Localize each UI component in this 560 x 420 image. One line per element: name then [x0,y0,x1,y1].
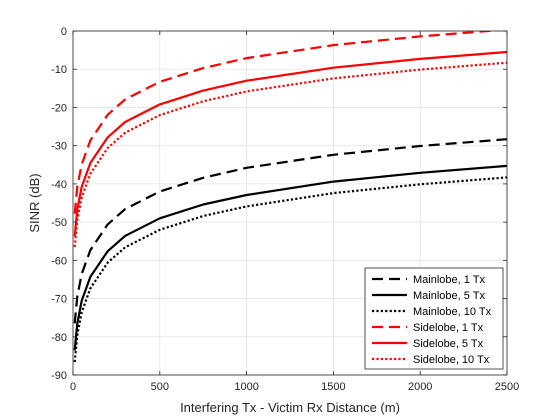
x-tick-label: 2500 [495,381,519,393]
y-tick-label: -40 [51,179,67,191]
y-tick-label: -30 [51,141,67,153]
series-line-mainlobe-1-tx [73,138,507,324]
legend-label: Sidelobe, 10 Tx [413,354,490,366]
series-line-mainlobe-5-tx [73,164,507,351]
legend-label: Mainlobe, 10 Tx [413,306,492,318]
x-axis-label: Interfering Tx - Victim Rx Distance (m) [180,400,400,415]
series-line-sidelobe-1-tx [73,31,503,214]
y-tick-label: -50 [51,217,67,229]
legend-box [364,267,504,370]
x-tick-label: 500 [151,381,169,393]
y-tick-label: -90 [51,370,67,382]
y-tick-label: 0 [61,26,67,38]
series-line-sidelobe-10-tx [73,61,507,248]
y-tick-label: -70 [51,294,67,306]
x-tick-label: 2000 [408,381,432,393]
x-tick-label: 1000 [234,381,258,393]
x-tick-label: 0 [70,381,76,393]
legend-label: Mainlobe, 5 Tx [413,290,485,302]
y-axis-label: SINR (dB) [27,173,42,232]
x-tick-labels: 0 500 1000 1500 2000 2500 [70,381,519,393]
plot-area-border [72,30,508,376]
legend-label: Mainlobe, 1 Tx [413,274,485,286]
x-tick-label: 1500 [321,381,345,393]
legend: Mainlobe, 1 Tx Mainlobe, 5 Tx Mainlobe, 10… [364,267,504,370]
y-tick-label: -60 [51,255,67,267]
legend-label: Sidelobe, 5 Tx [413,338,484,350]
series-line-mainlobe-10-tx [73,176,507,363]
axis-ticks [72,30,508,376]
legend-label: Sidelobe, 1 Tx [413,322,484,334]
series-line-sidelobe-5-tx [73,50,507,237]
y-tick-labels: 0 -10 -20 -30 -40 -50 -60 -70 -80 -90 [51,26,67,382]
y-tick-label: -20 [51,102,67,114]
y-tick-label: -80 [51,332,67,344]
series-lines [73,31,507,363]
legend-items: Mainlobe, 1 Tx Mainlobe, 5 Tx Mainlobe, 10… [372,274,492,366]
y-tick-label: -10 [51,64,67,76]
